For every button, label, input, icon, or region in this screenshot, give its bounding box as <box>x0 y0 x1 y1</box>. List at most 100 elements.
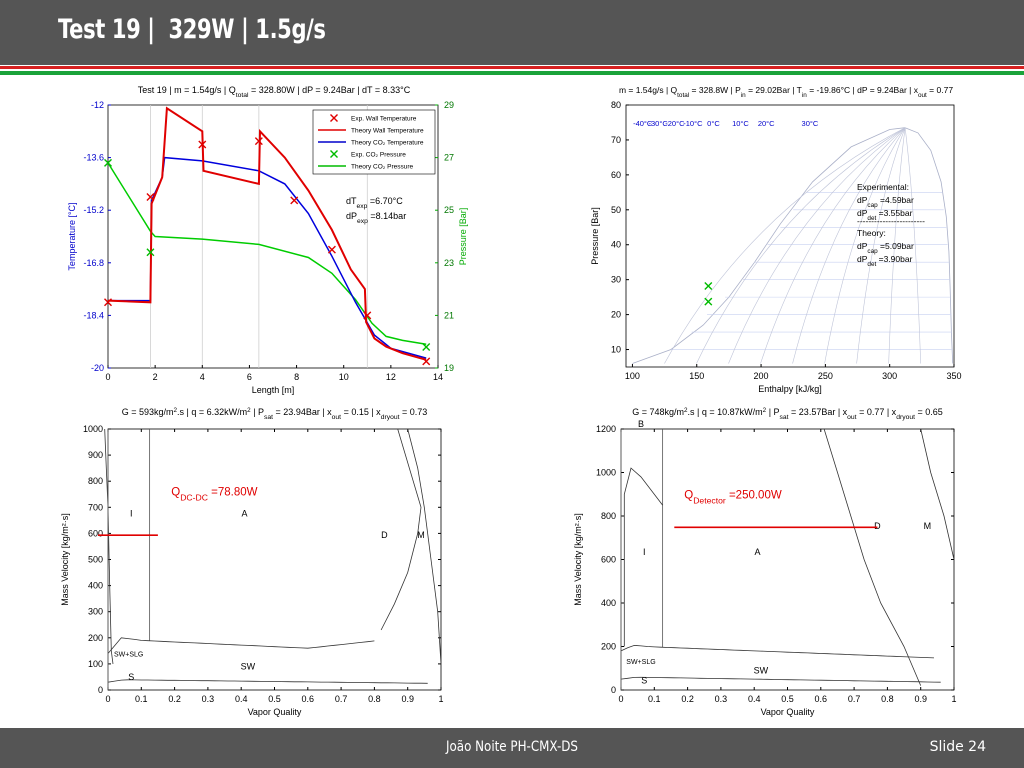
y-tick-label: -12 <box>91 100 104 110</box>
chart-title-part: = 0.15 | x <box>341 407 381 417</box>
x-tick-label: 0.8 <box>881 694 894 704</box>
quality-line <box>856 127 906 364</box>
x-tick-label: 0.5 <box>268 694 281 704</box>
y-tick-label: -13.6 <box>83 153 104 163</box>
y-tick-label: 70 <box>611 135 621 145</box>
isotherm-label: 0°C <box>707 119 720 128</box>
legend-marker <box>330 150 338 158</box>
header-bar: Test 19 | 329W | 1.5g/s <box>0 0 1024 65</box>
isotherm-label: -40°C <box>633 119 653 128</box>
heat-load-label: QDetector =250.00W <box>684 490 782 506</box>
stratified-wavy-boundary <box>107 637 375 654</box>
y-tick-label: -20 <box>91 363 104 373</box>
results-text-line-part: =3.55bar <box>876 208 912 218</box>
region-label-s: S <box>641 675 647 685</box>
y-tick-label: 30 <box>611 275 621 285</box>
exp-wall-temperature-point-stroke <box>327 245 336 254</box>
isotherm-label: 10°C <box>732 119 749 128</box>
heat-load-label: QDC-DC =78.80W <box>171 487 257 503</box>
exp-co2-pressure-point <box>422 342 431 351</box>
isotherm-label: -10°C <box>683 119 703 128</box>
annotation-dt-part: exp <box>357 203 368 210</box>
x-tick-label: 0.7 <box>848 694 861 704</box>
theory-wall-temperature-line <box>107 106 427 361</box>
chart-title: Test 19 | m = 1.54g/s | Qtotal = 328.80W… <box>138 85 411 99</box>
x-tick-label: 6 <box>247 372 252 382</box>
y-tick-label: 80 <box>611 100 621 110</box>
chart-title-part: | P <box>766 407 779 417</box>
x-axis-label: Enthalpy [kJ/kg] <box>758 384 822 394</box>
header-stripe-white <box>0 69 1024 71</box>
chart-title-part: .s | q = 6.32kW/m <box>177 407 247 417</box>
y2-tick-label: 23 <box>444 258 454 268</box>
chart-title-part: out <box>918 92 927 99</box>
results-text-line-part: dP <box>857 208 868 218</box>
theory-co2-pressure-line <box>107 162 427 346</box>
y-tick-label: 50 <box>611 205 621 215</box>
x-tick-label: 0.2 <box>168 694 181 704</box>
annotation-dp-part: dP <box>346 211 357 221</box>
exp-wall-temperature-point-stroke <box>254 137 263 146</box>
chart-title-part: sat <box>264 414 273 421</box>
x-tick-label: 0.3 <box>202 694 215 704</box>
mist-boundary <box>407 428 442 664</box>
y2-axis-label: Pressure [Bar] <box>458 208 468 266</box>
y-tick-label: 1000 <box>596 468 616 478</box>
header-stripe-red <box>0 66 1024 69</box>
results-text-line: ------------------------ <box>857 216 925 226</box>
results-text-line-part: =5.09bar <box>878 241 914 251</box>
results-text-line: dPcap =5.09bar <box>857 241 914 255</box>
y-tick-label: -18.4 <box>83 310 104 320</box>
exp-wall-temperature-point <box>422 357 431 366</box>
flow-map-dcdc-chart: 0 0.1 0.2 0.3 0.4 0.5 0.6 0.7 0.8 0.9 1 0 100 200 300 4… <box>60 407 444 718</box>
chart-title-part: in <box>741 92 746 99</box>
intermittent-left-boundary <box>104 428 114 664</box>
x-tick-label: 300 <box>882 371 897 381</box>
x-tick-label: 0.3 <box>715 694 728 704</box>
exp-wall-temperature-point-stroke <box>104 298 112 307</box>
legend-label: Theory Wall Temperature <box>351 128 424 135</box>
chart-title-part: sat <box>780 414 789 421</box>
chart-title-part: 2 <box>763 407 767 414</box>
x-tick-label: 150 <box>689 371 704 381</box>
x-tick-label: 0 <box>105 372 110 382</box>
y-tick-label: 800 <box>88 476 103 486</box>
header-stripe-green <box>0 71 1024 75</box>
y-tick-label: -16.8 <box>83 258 104 268</box>
y-tick-label: 700 <box>88 502 103 512</box>
region-label-a: A <box>755 547 761 557</box>
x-tick-label: 1 <box>438 694 443 704</box>
y-tick-label: 200 <box>601 642 616 652</box>
region-label-d: D <box>381 530 388 540</box>
x-tick-label: 14 <box>433 372 443 382</box>
results-text-line: dPdet =3.55bar <box>857 208 913 222</box>
results-text-line-part: dP <box>857 241 868 251</box>
heat-load-label-part: =250.00W <box>726 490 782 502</box>
chart-title-part: = 23.94Bar | x <box>273 407 332 417</box>
results-text-line-part: cap <box>867 248 878 255</box>
chart-title-part: 2 <box>684 407 688 414</box>
slide-title: Test 19 | 329W | 1.5g/s <box>58 14 326 45</box>
exp-wall-temperature-point <box>198 140 207 149</box>
y2-tick-label: 21 <box>444 310 454 320</box>
exp-wall-temperature-point <box>327 245 336 254</box>
heat-load-label-part: =78.80W <box>208 487 258 499</box>
chart-title-part: 2 <box>247 407 251 414</box>
chart-title: G = 748kg/m2.s | q = 10.87kW/m2 | Psat =… <box>632 407 942 421</box>
quality-line <box>664 127 906 364</box>
x-tick-label: 0 <box>618 694 623 704</box>
x-tick-label: 350 <box>946 371 961 381</box>
chart-title-part: = 0.73 <box>399 407 427 417</box>
chart-title-part: Test 19 | m = 1.54g/s | Q <box>138 85 236 95</box>
exp-wall-temperature-point-stroke <box>363 311 372 320</box>
heat-load-label-part: Q <box>684 490 693 502</box>
chart-title-part: out <box>332 414 342 421</box>
y2-tick-label: 25 <box>444 205 454 215</box>
y-tick-label: 400 <box>601 598 616 608</box>
chart-title-part: = 0.65 <box>915 407 943 417</box>
experimental-point <box>704 297 713 306</box>
x-tick-label: 12 <box>386 372 396 382</box>
exp-wall-temperature-point-stroke <box>422 357 431 366</box>
y-axis-label: Pressure [Bar] <box>590 207 600 265</box>
results-text-line-part: =3.90bar <box>876 254 912 264</box>
